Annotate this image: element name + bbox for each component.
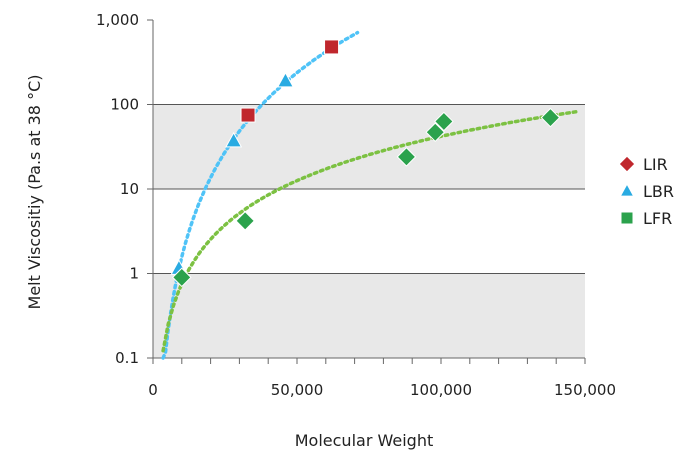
- y-tick-label: 10: [120, 180, 139, 198]
- x-axis-title: Molecular Weight: [295, 431, 433, 450]
- lfr-point-1: [235, 211, 255, 231]
- lir-point-0: [240, 107, 256, 123]
- legend-label-lfr: LFR: [643, 209, 672, 228]
- lfr-point-2: [396, 147, 417, 167]
- x-tick-label: 50,000: [271, 381, 324, 399]
- trendline-lfr: [161, 109, 579, 353]
- band-1: [153, 104, 585, 189]
- legend: LIR LBR LFR: [618, 155, 674, 228]
- legend-label-lbr: LBR: [643, 182, 674, 201]
- legend-marker-lir: [618, 155, 636, 173]
- x-tick-label: 0: [148, 381, 158, 399]
- x-tick-label: 100,000: [410, 381, 472, 399]
- legend-marker-lfr: [620, 211, 634, 225]
- lfr-point-4: [434, 111, 454, 132]
- y-tick-labels: 0.1 1 10 100 1,000: [96, 11, 153, 367]
- y-tick-label: 1: [129, 265, 139, 283]
- band-2: [153, 189, 585, 274]
- band-3: [153, 273, 585, 358]
- y-axis-title: Melt Viscositiy (Pa.s at 38 °C): [25, 75, 44, 310]
- y-tick-label: 1,000: [96, 11, 139, 29]
- y-tick-label: 100: [110, 96, 139, 114]
- x-tick-label: 150,000: [554, 381, 616, 399]
- band-0: [153, 20, 585, 105]
- data-markers: [170, 39, 561, 288]
- legend-label-lir: LIR: [643, 155, 668, 174]
- lfr-point-0: [171, 267, 192, 288]
- y-tick-label: 0.1: [115, 349, 139, 367]
- background-bands: [153, 20, 585, 358]
- x-tick-labels: 0 50,000 100,000 150,000: [148, 358, 616, 399]
- gridlines: [153, 104, 585, 274]
- lfr-point-3: [425, 122, 446, 143]
- lfr-point-5: [540, 107, 561, 128]
- lbr-point-2: [276, 71, 295, 88]
- lbr-point-1: [225, 131, 243, 148]
- lir-point-1: [324, 39, 340, 55]
- legend-marker-lbr: [619, 183, 635, 197]
